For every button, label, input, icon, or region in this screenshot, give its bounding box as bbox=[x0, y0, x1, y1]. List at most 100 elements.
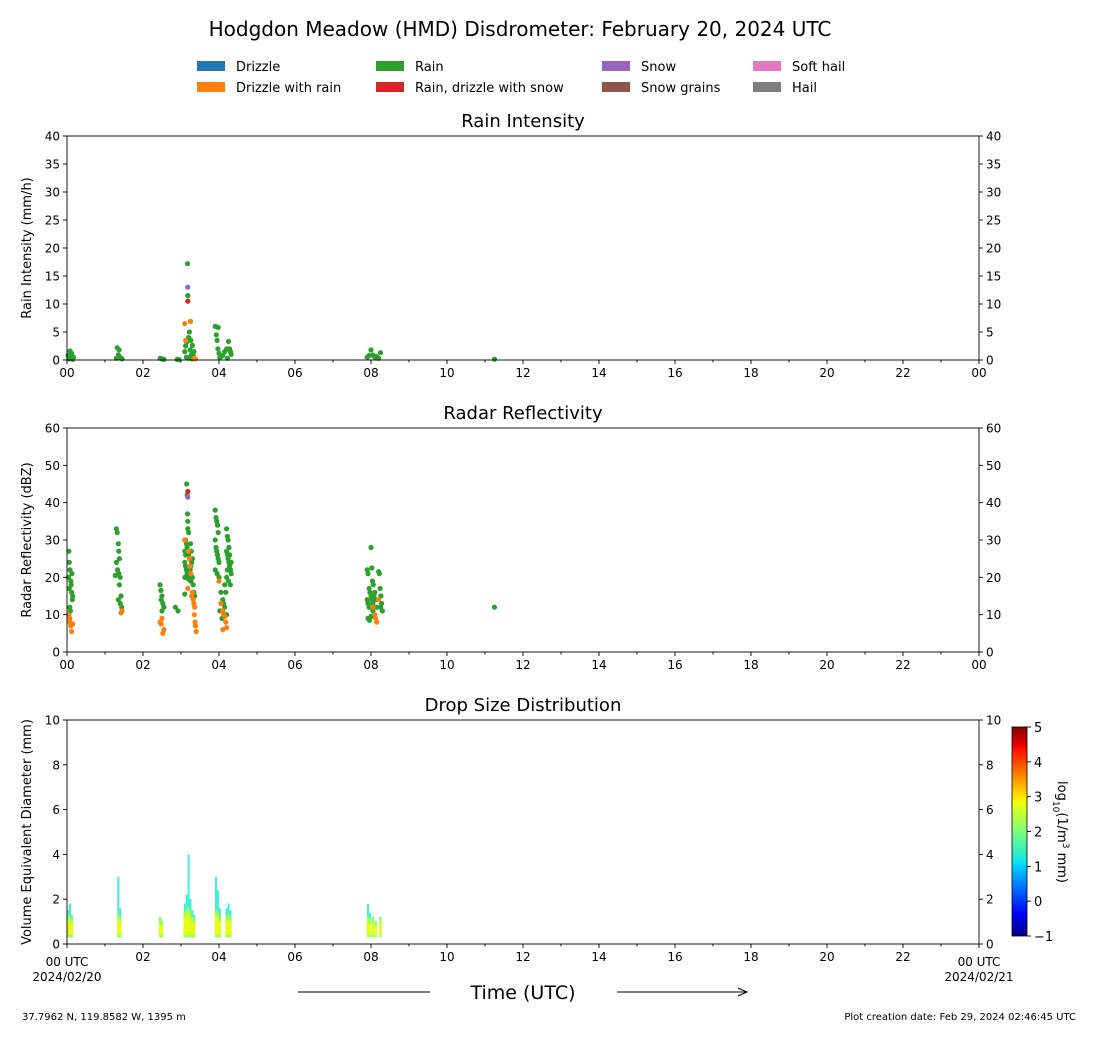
figure-title: Hodgdon Meadow (HMD) Disdrometer: Februa… bbox=[209, 17, 832, 41]
y-tick-label: 4 bbox=[52, 848, 60, 862]
data-point bbox=[192, 619, 198, 625]
data-point bbox=[69, 628, 75, 635]
legend-swatch bbox=[197, 61, 225, 71]
x-tick-label: 16 bbox=[667, 366, 682, 380]
x-tick-label: 20 bbox=[819, 366, 834, 380]
y-tick-label-right: 10 bbox=[986, 608, 1001, 622]
ylabel-radar-reflectivity: Radar Reflectivity (dBZ) bbox=[20, 462, 35, 617]
x-tick-label: 10 bbox=[439, 658, 454, 672]
x-tick-label: 08 bbox=[363, 658, 378, 672]
dsd-column-core bbox=[187, 912, 190, 935]
y-tick-label-right: 40 bbox=[986, 130, 1001, 144]
data-point bbox=[377, 604, 384, 610]
y-tick-label-right: 60 bbox=[986, 422, 1001, 436]
legend-swatch bbox=[197, 82, 225, 92]
data-point bbox=[228, 571, 234, 577]
data-point bbox=[216, 578, 222, 584]
x-last-date: 2024/02/21 bbox=[944, 970, 1013, 984]
plot-frame bbox=[66, 135, 980, 361]
data-point bbox=[159, 615, 165, 622]
y-tick-label: 40 bbox=[45, 130, 60, 144]
dsd-column-core bbox=[160, 926, 164, 936]
data-point bbox=[183, 337, 189, 343]
legend-swatch bbox=[376, 82, 404, 92]
x-tick-label: 06 bbox=[287, 658, 302, 672]
data-point bbox=[70, 356, 76, 362]
data-point bbox=[158, 621, 164, 627]
data-point bbox=[372, 589, 378, 595]
ylabel-drop-size: Volume Equivalent Diameter (mm) bbox=[20, 719, 35, 945]
x-tick-label: 06 bbox=[287, 366, 302, 380]
data-point bbox=[66, 548, 72, 554]
data-point bbox=[192, 623, 198, 629]
y-tick-label-right: 10 bbox=[986, 714, 1001, 728]
data-point bbox=[370, 600, 376, 607]
data-point bbox=[192, 356, 198, 362]
data-point bbox=[365, 571, 371, 577]
data-point bbox=[190, 582, 196, 588]
colorbar-tick-label: 0 bbox=[1034, 895, 1042, 910]
x-tick-label: 08 bbox=[363, 950, 378, 964]
x-tick-label: 00 bbox=[971, 366, 986, 380]
data-point bbox=[368, 347, 374, 353]
data-point bbox=[66, 559, 72, 566]
x-tick-label: 06 bbox=[287, 950, 302, 964]
data-point bbox=[187, 318, 194, 324]
dsd-column-core bbox=[117, 919, 120, 936]
legend-label: Drizzle bbox=[236, 60, 280, 75]
y-tick-label-right: 0 bbox=[986, 354, 994, 368]
plot-frame bbox=[66, 427, 980, 653]
data-point bbox=[224, 526, 230, 532]
y-tick-label: 50 bbox=[45, 459, 60, 473]
legend-label: Soft hail bbox=[792, 60, 845, 75]
data-point bbox=[191, 349, 197, 355]
legend-label: Snow grains bbox=[641, 81, 721, 96]
y-tick-label-right: 25 bbox=[986, 214, 1001, 228]
colorbar-label: log10(1/m3 mm) bbox=[1050, 781, 1070, 883]
data-point bbox=[175, 608, 181, 614]
data-point bbox=[116, 556, 122, 562]
data-point bbox=[227, 582, 233, 588]
data-point bbox=[161, 356, 167, 362]
legend-swatch bbox=[602, 61, 630, 71]
data-point bbox=[225, 537, 231, 543]
data-point bbox=[223, 619, 229, 625]
y-tick-label-right: 35 bbox=[986, 158, 1001, 172]
dsd-column-core bbox=[185, 914, 188, 936]
colorbar-tick-label: −1 bbox=[1034, 930, 1053, 945]
data-point bbox=[184, 511, 191, 517]
y-tick-label: 10 bbox=[45, 298, 60, 312]
data-point bbox=[172, 604, 178, 610]
colorbar-tick-label: 5 bbox=[1034, 721, 1042, 736]
data-point bbox=[491, 356, 498, 362]
x-tick-label: 08 bbox=[363, 366, 378, 380]
x-tick-label: 14 bbox=[591, 658, 606, 672]
dsd-column-core bbox=[191, 921, 194, 935]
x-tick-label: 10 bbox=[439, 950, 454, 964]
dsd-column-core bbox=[368, 923, 372, 935]
legend-label: Snow bbox=[641, 60, 676, 75]
panel-title-rain-intensity: Rain Intensity bbox=[461, 111, 585, 132]
dsd-column-outer bbox=[215, 876, 217, 938]
arrow-right-icon bbox=[737, 987, 749, 997]
y-tick-label-right: 0 bbox=[986, 938, 994, 952]
x-tick-label: 00 bbox=[59, 658, 74, 672]
dsd-column-core bbox=[366, 921, 370, 935]
colorbar-tick-label: 2 bbox=[1034, 826, 1042, 841]
data-point bbox=[118, 593, 124, 599]
data-point bbox=[374, 619, 380, 625]
data-point bbox=[189, 342, 195, 348]
plot-creation-date: Plot creation date: Feb 29, 2024 02:46:4… bbox=[844, 1012, 1076, 1023]
data-point bbox=[115, 541, 121, 547]
dsd-column-core bbox=[371, 923, 375, 935]
data-point bbox=[370, 582, 376, 588]
x-tick-label: 18 bbox=[743, 950, 758, 964]
x-tick-label: 02 bbox=[135, 366, 150, 380]
y-tick-label-right: 50 bbox=[986, 459, 1001, 473]
legend-swatch bbox=[376, 61, 404, 71]
dsd-column-core bbox=[227, 919, 230, 936]
panel-title-drop-size-distribution: Drop Size Distribution bbox=[425, 695, 622, 716]
